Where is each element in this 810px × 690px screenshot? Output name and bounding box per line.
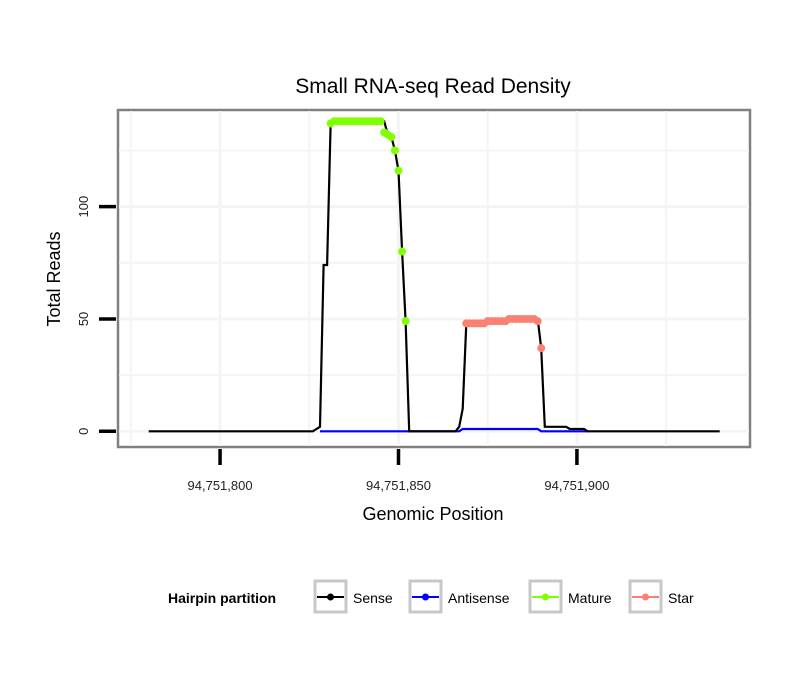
x-tick-label: 94,751,850	[366, 478, 431, 493]
data-point-mature	[376, 117, 385, 126]
data-point-mature	[398, 247, 407, 256]
legend-label: Star	[668, 590, 694, 606]
legend-key-point	[327, 593, 334, 601]
legend-item-antisense: Antisense	[408, 579, 510, 614]
data-point-mature	[387, 132, 396, 141]
data-point-star	[533, 317, 542, 326]
legend-item-mature: Mature	[528, 579, 612, 614]
data-point-mature	[401, 317, 410, 326]
y-axis-label: Total Reads	[44, 231, 64, 326]
y-tick-label: 50	[76, 312, 91, 326]
y-tick-label: 0	[76, 428, 91, 435]
legend-label: Mature	[568, 590, 612, 606]
legend-title: Hairpin partition	[168, 590, 276, 606]
legend-key-point	[422, 593, 429, 601]
x-tick-label: 94,751,800	[188, 478, 253, 493]
series-line-sense	[148, 120, 720, 433]
x-tick-label: 94,751,900	[544, 478, 609, 493]
data-point-mature	[394, 166, 403, 175]
data-point-mature	[390, 146, 399, 155]
legend-label: Sense	[353, 590, 393, 606]
legend-key-point	[642, 593, 649, 601]
legend: Hairpin partition Sense Antisense Mature St…	[168, 579, 694, 614]
legend-item-star: Star	[628, 579, 694, 614]
y-tick-label: 100	[76, 196, 91, 218]
chart-title: Small RNA-seq Read Density	[295, 75, 571, 98]
legend-key-point	[542, 593, 549, 601]
legend-label: Antisense	[448, 590, 510, 606]
legend-item-sense: Sense	[313, 579, 393, 614]
plot-panel	[116, 108, 752, 449]
data-point-star	[537, 344, 546, 353]
x-axis-label: Genomic Position	[362, 504, 503, 524]
